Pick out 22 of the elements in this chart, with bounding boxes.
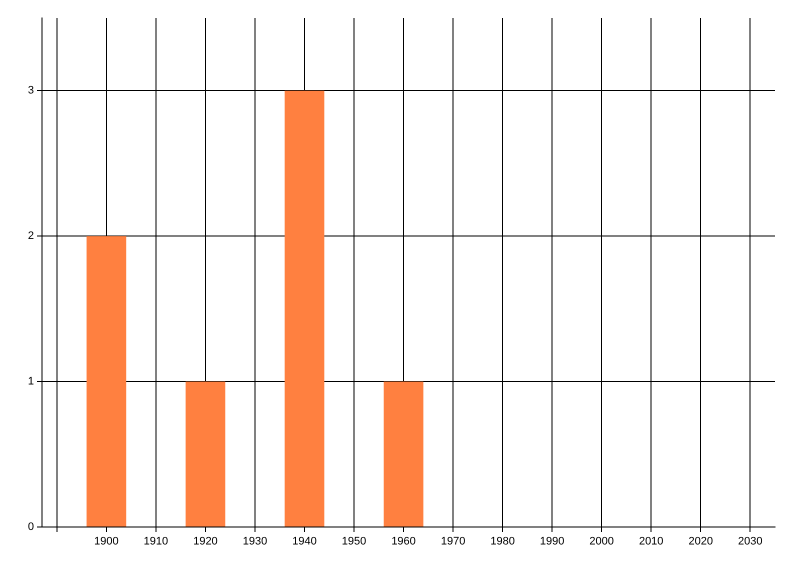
- x-tick-label: 1900: [94, 536, 119, 548]
- y-tick-label: 0: [28, 521, 34, 534]
- x-tick-label: 1980: [490, 536, 515, 548]
- y-tick-label: 2: [28, 230, 34, 242]
- bar: [86, 236, 126, 526]
- x-tick-label: 1950: [342, 536, 366, 548]
- bar: [284, 90, 324, 526]
- x-tick-label: 1990: [540, 536, 564, 548]
- y-tick-label: 1: [28, 376, 34, 388]
- y-tick-label: 3: [28, 84, 34, 97]
- x-tick-label: 1940: [292, 536, 317, 548]
- bar: [384, 382, 424, 526]
- x-tick-label: 1960: [391, 536, 416, 548]
- x-tick-label: 1920: [193, 536, 218, 548]
- x-tick-label: 1930: [242, 536, 268, 548]
- x-tick-label: 2000: [589, 536, 614, 548]
- x-tick-label: 1970: [440, 536, 466, 548]
- x-tick-label: 2020: [688, 536, 713, 548]
- bar: [186, 382, 226, 526]
- x-tick-label: 1910: [144, 536, 168, 548]
- x-tick-label: 2010: [638, 536, 664, 548]
- x-tick-label: 2030: [738, 536, 762, 548]
